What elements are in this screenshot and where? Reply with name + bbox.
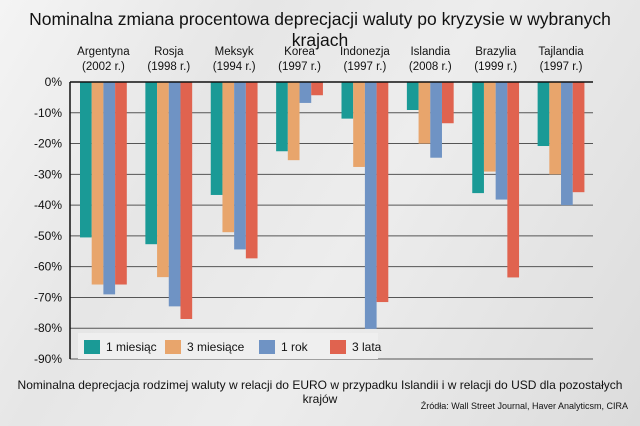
y-tick-label: -30%: [34, 167, 62, 181]
category-label: Rosja: [154, 46, 184, 58]
legend-label: 3 lata: [352, 340, 382, 354]
legend-label: 1 rok: [281, 340, 309, 354]
bar: [115, 82, 127, 285]
y-tick-label: -50%: [34, 229, 62, 243]
bar: [210, 82, 223, 195]
chart-source: Źródła: Wall Street Journal, Haver Analy…: [420, 401, 628, 411]
bar: [341, 82, 354, 119]
y-tick-label: 0%: [45, 75, 63, 89]
category-label: Indonezja: [340, 46, 390, 58]
y-tick-label: -40%: [34, 198, 62, 212]
legend-background: [78, 333, 378, 359]
chart-title: Nominalna zmiana procentowa deprecjacji …: [29, 9, 611, 50]
legend-label: 1 miesiąc: [106, 340, 157, 354]
bar: [572, 82, 585, 193]
bar: [168, 82, 181, 307]
bar: [364, 82, 377, 329]
chart-subtitle: Nominalna deprecjacja rodzimej waluty w …: [17, 378, 623, 406]
bar: [430, 82, 442, 158]
legend-swatch: [330, 340, 346, 354]
category-label: Korea: [284, 46, 315, 58]
category-label: Brazylia: [475, 46, 517, 58]
bar: [549, 82, 562, 175]
category-year-label: (1997 r.): [540, 61, 583, 73]
category-year-label: (1997 r.): [343, 61, 386, 73]
category-label: Tajlandia: [538, 46, 584, 58]
y-tick-label: -60%: [34, 260, 62, 274]
bar: [287, 82, 300, 161]
bar: [561, 82, 573, 206]
bar: [418, 82, 431, 144]
category-year-label: (1994 r.): [213, 61, 256, 73]
bar: [537, 82, 550, 147]
y-tick-label: -90%: [34, 352, 62, 366]
y-tick-label: -70%: [34, 290, 62, 304]
category-year-label: (1997 r.): [278, 61, 321, 73]
category-year-label: (1998 r.): [147, 61, 190, 73]
bar: [157, 82, 169, 278]
bar: [222, 82, 235, 233]
bar: [80, 82, 92, 238]
category-year-label: (2002 r.): [82, 61, 125, 73]
y-tick-label: -20%: [34, 137, 62, 151]
y-tick-label: -80%: [34, 321, 62, 335]
bar: [472, 82, 484, 194]
bar: [234, 82, 246, 250]
bar: [145, 82, 158, 245]
bar: [276, 82, 288, 152]
category-label: Argentyna: [77, 46, 130, 58]
bar: [311, 82, 323, 96]
bar: [353, 82, 365, 167]
bar: [483, 82, 496, 172]
bar: [406, 82, 419, 111]
bar: [376, 82, 389, 303]
y-tick-label: -10%: [34, 106, 62, 120]
category-label: Meksyk: [215, 46, 254, 58]
bar: [91, 82, 104, 285]
legend-swatch: [259, 340, 275, 354]
category-year-label: (2008 r.): [409, 61, 452, 73]
legend-label: 3 miesiące: [187, 340, 245, 354]
bar: [441, 82, 454, 124]
category-year-label: (1999 r.): [474, 61, 517, 73]
legend-swatch: [84, 340, 100, 354]
bar: [507, 82, 520, 278]
bar: [299, 82, 312, 103]
legend-swatch: [165, 340, 181, 354]
category-label: Islandia: [410, 46, 450, 58]
bar: [495, 82, 508, 200]
bar: [103, 82, 116, 295]
bar: [245, 82, 258, 259]
bar: [180, 82, 193, 319]
